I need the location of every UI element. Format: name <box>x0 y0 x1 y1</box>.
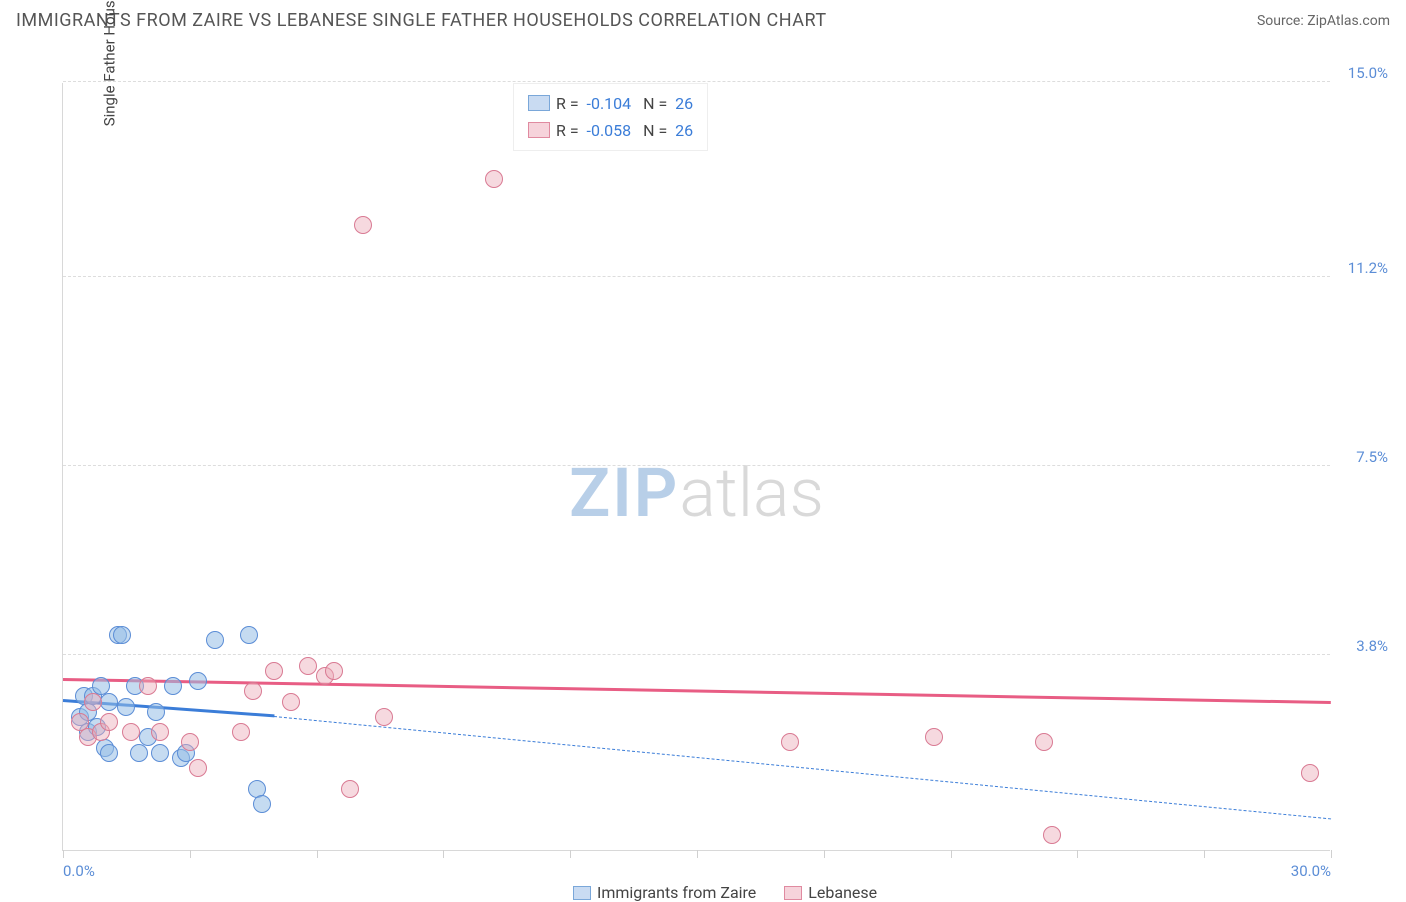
data-point <box>1043 826 1061 844</box>
chart-source: Source: ZipAtlas.com <box>1257 13 1390 29</box>
data-point <box>151 744 169 762</box>
data-point <box>1301 764 1319 782</box>
data-point <box>244 682 262 700</box>
y-tick-label: 3.8% <box>1356 637 1388 655</box>
data-point <box>781 733 799 751</box>
data-point <box>130 744 148 762</box>
data-point <box>925 728 943 746</box>
data-point <box>232 723 250 741</box>
plot-area: 3.8%7.5%11.2%15.0%0.0%30.0%ZIPatlasR = -… <box>62 83 1330 851</box>
legend-item: Lebanese <box>784 883 877 902</box>
data-point <box>151 723 169 741</box>
y-tick-label: 7.5% <box>1356 448 1388 466</box>
data-point <box>100 693 118 711</box>
legend-row: R = -0.104 N = 26 <box>528 90 693 117</box>
data-point <box>100 713 118 731</box>
data-point <box>240 626 258 644</box>
data-point <box>1035 733 1053 751</box>
legend-row: R = -0.058 N = 26 <box>528 117 693 144</box>
chart-header: IMMIGRANTS FROM ZAIRE VS LEBANESE SINGLE… <box>0 0 1406 37</box>
x-tick <box>1331 850 1332 858</box>
data-point <box>253 795 271 813</box>
legend-item: Immigrants from Zaire <box>573 883 756 902</box>
data-point <box>206 631 224 649</box>
data-point <box>117 698 135 716</box>
data-point <box>181 733 199 751</box>
trend-line <box>274 716 1331 819</box>
data-point <box>282 693 300 711</box>
y-tick-label: 11.2% <box>1348 259 1388 277</box>
data-point <box>164 677 182 695</box>
data-point <box>147 703 165 721</box>
data-point <box>354 216 372 234</box>
x-tick-label: 30.0% <box>1291 862 1331 880</box>
data-point <box>113 626 131 644</box>
data-point <box>84 693 102 711</box>
x-tick <box>63 850 64 858</box>
x-tick <box>570 850 571 858</box>
data-point <box>100 744 118 762</box>
correlation-legend: R = -0.104 N = 26R = -0.058 N = 26 <box>513 83 708 151</box>
x-tick <box>1077 850 1078 858</box>
x-tick <box>317 850 318 858</box>
y-tick-label: 15.0% <box>1348 64 1388 82</box>
gridline <box>63 465 1330 466</box>
x-tick <box>190 850 191 858</box>
data-point <box>122 723 140 741</box>
gridline <box>63 654 1330 655</box>
data-point <box>189 759 207 777</box>
data-point <box>485 170 503 188</box>
series-legend: Immigrants from Zaire Lebanese <box>573 883 905 902</box>
data-point <box>325 662 343 680</box>
data-point <box>375 708 393 726</box>
gridline <box>63 81 1330 82</box>
data-point <box>139 677 157 695</box>
x-tick <box>951 850 952 858</box>
x-tick <box>1204 850 1205 858</box>
data-point <box>265 662 283 680</box>
data-point <box>189 672 207 690</box>
x-tick <box>697 850 698 858</box>
gridline <box>63 276 1330 277</box>
data-point <box>299 657 317 675</box>
x-tick <box>824 850 825 858</box>
x-tick-label: 0.0% <box>63 862 95 880</box>
chart-title: IMMIGRANTS FROM ZAIRE VS LEBANESE SINGLE… <box>16 10 827 31</box>
x-tick <box>443 850 444 858</box>
data-point <box>341 780 359 798</box>
